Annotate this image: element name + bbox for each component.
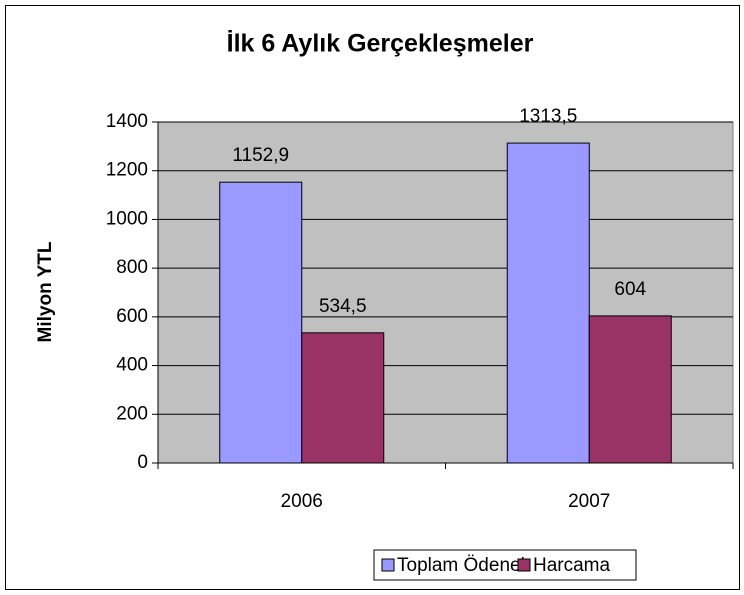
y-tick-label: 1400	[106, 111, 148, 132]
y-tick-label: 800	[116, 257, 148, 278]
chart-title: İlk 6 Aylık Gerçekleşmeler	[227, 30, 534, 58]
bar	[301, 332, 385, 464]
bar	[506, 142, 590, 464]
legend-swatch	[517, 558, 531, 572]
bar	[219, 181, 303, 464]
y-tick-label: 1200	[106, 160, 148, 181]
legend-box	[373, 549, 637, 581]
value-label: 534,5	[319, 296, 367, 317]
y-axis-label: Milyon YTL	[35, 241, 56, 342]
y-tick-label: 400	[116, 355, 148, 376]
x-tick-label: 2007	[568, 491, 610, 512]
y-tick-label: 200	[116, 403, 148, 424]
y-tick-label: 600	[116, 306, 148, 327]
value-label: 1152,9	[232, 145, 289, 166]
legend-swatch	[381, 558, 395, 572]
value-label: 604	[614, 279, 646, 300]
value-label: 1313,5	[519, 106, 577, 127]
y-tick-label: 1000	[106, 208, 148, 229]
legend-label: Harcama	[533, 555, 611, 576]
bar	[588, 315, 672, 464]
legend-label: Toplam Ödenek	[397, 555, 531, 576]
x-tick-label: 2006	[281, 491, 323, 512]
y-tick-label: 0	[137, 452, 148, 473]
